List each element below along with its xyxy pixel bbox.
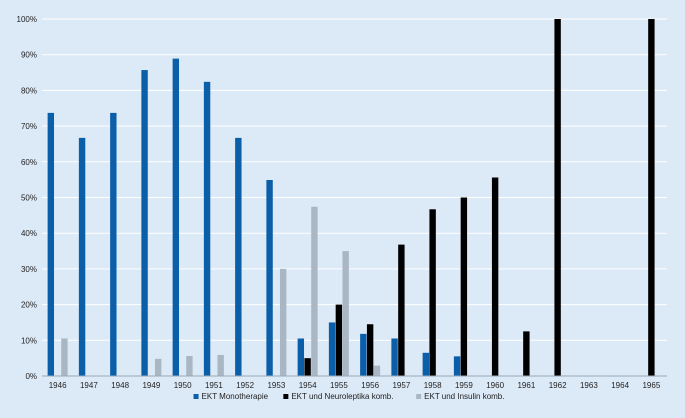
x-tick-label: 1952 (236, 381, 254, 390)
legend-label: EKT und Neuroleptika komb. (291, 392, 393, 401)
bar (373, 365, 381, 376)
y-tick-label: 40% (21, 229, 37, 238)
bar (78, 137, 86, 376)
x-tick-label: 1960 (486, 381, 504, 390)
bar (328, 322, 336, 376)
bar (391, 338, 398, 376)
legend-swatch (193, 394, 199, 399)
legend-label: EKT und Insulin komb. (424, 392, 504, 401)
bar (554, 19, 561, 376)
x-tick-label: 1965 (642, 381, 660, 390)
x-tick-label: 1959 (455, 381, 473, 390)
x-tick-label: 1946 (49, 381, 67, 390)
x-tick-label: 1957 (392, 381, 410, 390)
y-tick-label: 100% (17, 15, 37, 24)
x-tick-label: 1955 (330, 381, 348, 390)
x-tick-label: 1961 (517, 381, 535, 390)
bar (297, 338, 305, 376)
bar (491, 177, 499, 376)
bar (235, 137, 242, 376)
bar (311, 206, 318, 376)
y-tick-label: 90% (21, 51, 37, 60)
y-tick-label: 0% (25, 372, 37, 381)
x-tick-label: 1951 (205, 381, 223, 390)
bar (398, 244, 405, 376)
bar (360, 333, 367, 376)
bar (366, 324, 374, 376)
bar (141, 70, 148, 377)
bar (186, 356, 193, 376)
bar (335, 304, 343, 376)
y-tick-label: 30% (21, 265, 37, 274)
bar (47, 112, 55, 377)
y-tick-label: 60% (21, 158, 37, 167)
bar (429, 209, 436, 376)
x-tick-label: 1953 (267, 381, 285, 390)
axes: 0% 10% 20% 30% 40% 50% 60% 70% 80% 90% 100% 1946 194… (17, 15, 667, 390)
x-tick-label: 1947 (80, 381, 98, 390)
bars (47, 19, 655, 377)
y-tick-label: 80% (21, 86, 37, 95)
bar (203, 81, 211, 376)
bar (453, 356, 461, 376)
x-tick-label: 1962 (549, 381, 567, 390)
legend-swatch (416, 394, 422, 399)
x-tick-label: 1958 (424, 381, 442, 390)
legend: EKT Monotherapie EKT und Neuroleptika kom… (193, 392, 504, 401)
x-tick-label: 1948 (111, 381, 129, 390)
y-tick-label: 70% (21, 122, 37, 131)
y-tick-label: 10% (21, 336, 37, 345)
x-tick-label: 1963 (580, 381, 598, 390)
bar (279, 268, 287, 376)
legend-swatch (283, 394, 289, 399)
x-tick-label: 1949 (142, 381, 160, 390)
x-tick-label: 1956 (361, 381, 379, 390)
bar (648, 19, 655, 376)
bar (172, 58, 180, 376)
x-tick-label: 1964 (611, 381, 629, 390)
bar (342, 251, 349, 376)
y-tick-label: 20% (21, 301, 37, 310)
bar (110, 112, 117, 377)
bar (422, 352, 430, 376)
bar (460, 197, 468, 376)
bar (61, 338, 68, 376)
x-tick-label: 1954 (299, 381, 317, 390)
gridlines (42, 18, 667, 377)
y-tick-label: 50% (21, 194, 37, 203)
bar (523, 331, 530, 376)
legend-label: EKT Monotherapie (202, 392, 269, 401)
bar (266, 180, 273, 376)
bar (217, 354, 224, 376)
bar (304, 358, 311, 376)
bar (154, 358, 162, 376)
x-tick-label: 1950 (174, 381, 192, 390)
